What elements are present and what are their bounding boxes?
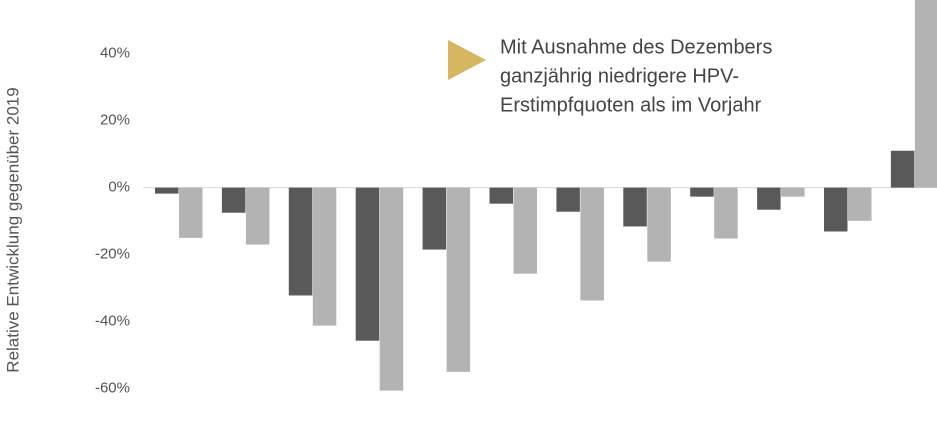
bar <box>312 187 337 326</box>
bar <box>848 187 872 221</box>
bar <box>623 187 647 227</box>
bar <box>355 187 380 341</box>
bar <box>824 187 848 232</box>
bar <box>288 187 313 296</box>
bar <box>446 187 471 372</box>
y-tick-label: 40% <box>100 45 130 62</box>
bar <box>221 187 246 213</box>
bar <box>757 187 781 210</box>
bar <box>781 187 805 197</box>
bar <box>714 187 738 239</box>
bar <box>647 187 671 262</box>
bar <box>690 187 714 197</box>
annotation-text: ganzjährig niedrigere HPV- <box>500 65 739 87</box>
bar <box>890 150 915 188</box>
bar <box>422 187 447 250</box>
annotation-text: Erstimpfquoten als im Vorjahr <box>500 94 762 116</box>
annotation-text: Mit Ausnahme des Dezembers <box>500 36 772 58</box>
bar <box>155 187 179 194</box>
bar <box>179 187 203 238</box>
bar <box>379 187 404 391</box>
y-tick-label: -40% <box>95 313 130 330</box>
y-tick-label: 0% <box>108 179 130 196</box>
y-tick-label: -60% <box>95 380 130 397</box>
y-tick-label: -20% <box>95 246 130 263</box>
bar <box>489 187 513 204</box>
annotation-icon <box>448 40 486 80</box>
bar <box>580 187 604 301</box>
bar <box>513 187 537 274</box>
bar <box>245 187 270 245</box>
bar <box>556 187 580 212</box>
y-axis-label: Relative Entwicklung gegenüber 2019 <box>3 87 22 372</box>
y-tick-label: 20% <box>100 112 130 129</box>
bar <box>914 0 937 188</box>
